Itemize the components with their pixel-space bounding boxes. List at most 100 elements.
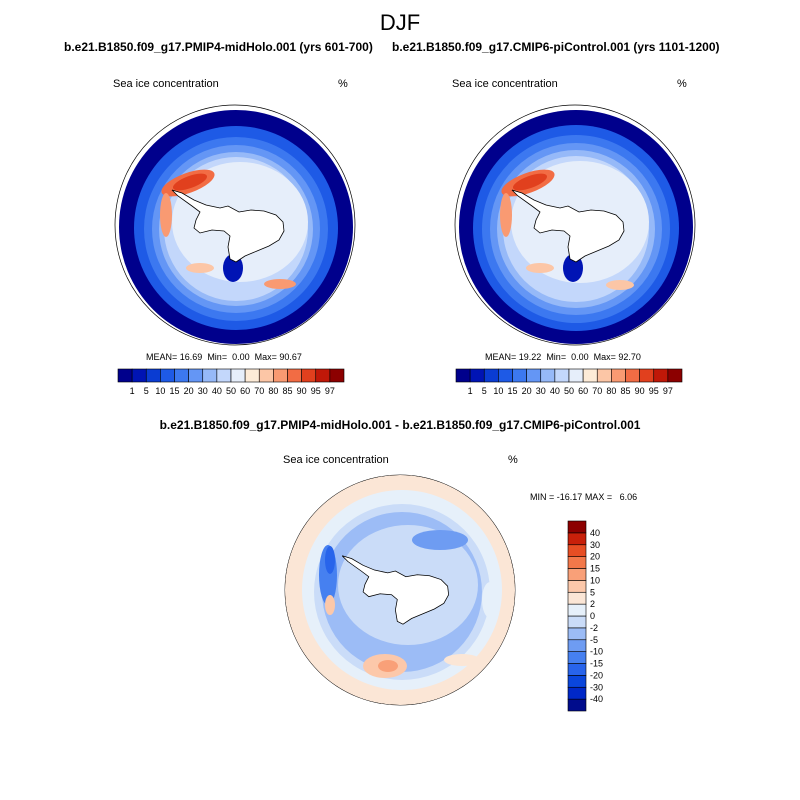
panel-2-colorbar-tick-label: 1 bbox=[468, 386, 473, 396]
panel-2-colorbar-tick-label: 50 bbox=[564, 386, 574, 396]
panel-1-colorbar-swatch bbox=[258, 368, 274, 383]
panel-1-colorbar-tick-label: 90 bbox=[297, 386, 307, 396]
panel-1-colorbar-tick-label: 60 bbox=[240, 386, 250, 396]
panel-1-colorbar-swatch bbox=[230, 368, 246, 383]
panel-3-min-label: MIN = bbox=[530, 492, 557, 502]
panel-3-variable-label: Sea ice concentration bbox=[283, 454, 389, 466]
panel-3-colorbar-swatch bbox=[567, 698, 587, 712]
panel-1-colorbar-swatch bbox=[244, 368, 260, 383]
panel-2-colorbar-swatch bbox=[483, 368, 499, 383]
panel-2-colorbar-swatch bbox=[582, 368, 598, 383]
panel-1-map bbox=[114, 104, 356, 346]
panel-3-colorbar-tick-label: 0 bbox=[590, 611, 595, 621]
panel-3-colorbar-tick-label: -2 bbox=[590, 623, 598, 633]
panel-3-colorbar-tick-label: -20 bbox=[590, 670, 603, 680]
panel-2-colorbar-swatch bbox=[455, 368, 471, 383]
panel-1-colorbar-tick-label: 5 bbox=[144, 386, 149, 396]
panel-1-colorbar-tick-label: 50 bbox=[226, 386, 236, 396]
panel-2-title: b.e21.B1850.f09_g17.CMIP6-piControl.001 … bbox=[392, 40, 720, 54]
panel-2-colorbar-tick-label: 5 bbox=[482, 386, 487, 396]
panel-1-max-value: 90.67 bbox=[279, 352, 302, 362]
panel-2-mean-value: 19.22 bbox=[518, 352, 542, 362]
panel-2-colorbar-tick-label: 10 bbox=[493, 386, 503, 396]
panel-1-colorbar-swatch bbox=[202, 368, 218, 383]
panel-2-colorbar-tick-label: 70 bbox=[592, 386, 602, 396]
panel-1-colorbar-tick-label: 10 bbox=[155, 386, 165, 396]
panel-1-ice-field bbox=[119, 110, 353, 344]
panel-3-stats: MIN = -16.17 MAX = 6.06 bbox=[530, 492, 637, 502]
panel-1-stats: MEAN= 16.69 Min= 0.00 Max= 90.67 bbox=[146, 352, 302, 362]
panel-2-colorbar-swatch bbox=[568, 368, 584, 383]
panel-3-colorbar-tick-label: -5 bbox=[590, 635, 598, 645]
panel-1-colorbar-swatch bbox=[329, 368, 345, 383]
panel-1-colorbar-swatch bbox=[287, 368, 302, 383]
panel-3-colorbar-tick-label: 40 bbox=[590, 528, 600, 538]
panel-1-colorbar-swatch bbox=[160, 368, 175, 383]
panel-3-colorbar-swatch bbox=[567, 639, 587, 652]
panel-2-colorbar-tick-label: 85 bbox=[620, 386, 630, 396]
panel-3-difference-field bbox=[285, 475, 515, 705]
panel-2-colorbar-tick-label: 40 bbox=[550, 386, 560, 396]
panel-1-min-label: Min= bbox=[204, 352, 233, 362]
panel-3-colorbar-tick-label: 2 bbox=[590, 599, 595, 609]
panel-3-colorbar-tick-label: 15 bbox=[590, 564, 600, 574]
panel-3-colorbar-tick-label: 5 bbox=[590, 587, 595, 597]
panel-3-colorbar-tick-label: 20 bbox=[590, 552, 600, 562]
panel-2-colorbar-swatch bbox=[540, 368, 556, 383]
panel-3-colorbar-swatch bbox=[567, 568, 587, 581]
panel-3-colorbar-swatch bbox=[567, 520, 587, 534]
panel-3-title: b.e21.B1850.f09_g17.PMIP4-midHolo.001 - … bbox=[159, 418, 641, 432]
panel-3-colorbar-tick-label: -15 bbox=[590, 659, 603, 669]
panel-3-colorbar-tick-label: -40 bbox=[590, 694, 603, 704]
panel-2-map bbox=[454, 104, 696, 346]
panel-3-min-value: -16.17 bbox=[556, 492, 583, 502]
panel-2-colorbar-tick-label: 97 bbox=[663, 386, 673, 396]
panel-1-colorbar-swatch bbox=[315, 368, 331, 383]
panel-2-colorbar-swatch bbox=[639, 368, 655, 383]
panel-2-colorbar-swatch bbox=[596, 368, 612, 383]
panel-3-colorbar-swatch bbox=[567, 580, 587, 593]
panel-3-colorbar-swatch bbox=[567, 663, 587, 676]
panel-2-colorbar: 1 5 10 15 20 30 40 50 60 70 80 85 90 95 97 bbox=[455, 368, 683, 396]
panel-2-colorbar-swatch bbox=[611, 368, 626, 383]
panel-2-max-label: Max= bbox=[591, 352, 619, 362]
panel-2-colorbar-swatch bbox=[512, 368, 527, 383]
panel-1-colorbar-swatch bbox=[188, 368, 204, 383]
panel-3-colorbar-swatch bbox=[567, 603, 587, 617]
panel-2-colorbar-tick-label: 80 bbox=[606, 386, 616, 396]
panel-2-colorbar-tick-label: 20 bbox=[522, 386, 532, 396]
panel-1-colorbar-swatch bbox=[273, 368, 288, 383]
panel-3-colorbar-swatch bbox=[567, 615, 587, 629]
panel-1-variable-label: Sea ice concentration bbox=[113, 78, 219, 90]
panel-3-max-value: 6.06 bbox=[619, 492, 638, 502]
panel-1-colorbar-swatch bbox=[174, 368, 189, 383]
panel-1-max-label: Max= bbox=[252, 352, 280, 362]
panel-1-mean-label: MEAN= bbox=[146, 352, 180, 362]
panel-1-colorbar-tick-label: 70 bbox=[254, 386, 264, 396]
panel-2-colorbar-swatch bbox=[554, 368, 570, 383]
panel-1-colorbar-tick-label: 30 bbox=[198, 386, 208, 396]
panel-2-variable-label: Sea ice concentration bbox=[452, 78, 558, 90]
panel-2-colorbar-swatch bbox=[667, 368, 683, 383]
panel-1-colorbar-tick-label: 40 bbox=[212, 386, 222, 396]
panel-2-min-value: 0.00 bbox=[571, 352, 589, 362]
panel-3-map bbox=[284, 474, 516, 706]
panel-1-colorbar-tick-label: 95 bbox=[311, 386, 321, 396]
panel-1-title: b.e21.B1850.f09_g17.PMIP4-midHolo.001 (y… bbox=[64, 40, 373, 54]
panel-2-colorbar-tick-label: 15 bbox=[507, 386, 517, 396]
panel-2-max-value: 92.70 bbox=[618, 352, 641, 362]
panel-3-colorbar-tick-label: 30 bbox=[590, 540, 600, 550]
panel-3-colorbar-swatch bbox=[567, 532, 587, 546]
panel-1-colorbar-swatch bbox=[216, 368, 232, 383]
panel-3-colorbar-swatch bbox=[567, 627, 587, 641]
figure-title: DJF bbox=[379, 10, 421, 35]
panel-2-colorbar-swatch bbox=[653, 368, 669, 383]
panel-1-colorbar-swatch bbox=[117, 368, 133, 383]
panel-2-colorbar-tick-label: 30 bbox=[536, 386, 546, 396]
panel-1-colorbar-swatch bbox=[131, 368, 147, 383]
panel-2-colorbar-swatch bbox=[526, 368, 542, 383]
panel-3-max-label: MAX = bbox=[584, 492, 620, 502]
panel-3-colorbar-swatch bbox=[567, 556, 587, 569]
